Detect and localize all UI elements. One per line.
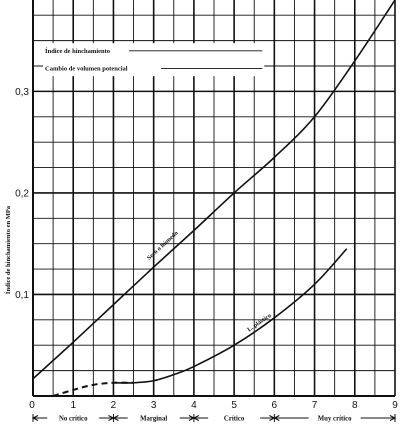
zone-label-bg	[127, 413, 180, 423]
x-tick-label: 0	[29, 400, 35, 411]
series-line	[113, 248, 348, 384]
y-axis-label: Índice de hinchamiento en MPa	[4, 205, 12, 294]
zone-arrow-left	[273, 415, 280, 421]
legend: Índice de hinchamiento Cambio de volumen …	[43, 43, 265, 77]
y-tick-label: 0,3	[15, 87, 29, 98]
x-tick-label: 7	[312, 400, 318, 411]
zone-arrow-left	[31, 415, 39, 421]
x-tick-label: 3	[151, 400, 157, 411]
legend-label: Índice de hinchamiento	[45, 47, 110, 55]
x-tick-label: 1	[70, 400, 76, 411]
zone-label: No crítico	[59, 416, 88, 423]
x-tick-label: 9	[392, 400, 398, 411]
zone-label: Marginal	[140, 416, 167, 423]
zone-label-bg	[208, 413, 261, 423]
legend-label: Cambio de volumen potencial	[45, 66, 128, 73]
series-label: Seco o húmedo	[146, 230, 180, 262]
x-tick-label: 6	[272, 400, 278, 411]
zone-label-bg	[308, 413, 361, 423]
x-tick-label: 8	[352, 400, 358, 411]
zone-label-bg	[47, 413, 100, 423]
series-line-dashed	[52, 381, 134, 397]
y-tick-label: 0,2	[15, 188, 29, 199]
x-tick-label: 2	[111, 400, 117, 411]
zone-arrow-left	[192, 415, 200, 421]
zone-label: Crítico	[224, 416, 245, 423]
criticality-zones: No crítico Marginal Crítico Muy crítico	[31, 413, 397, 423]
zone-arrow-left	[112, 415, 119, 421]
x-tick-label: 5	[231, 400, 237, 411]
axes: 0 1 2 3 4 5 6 7 8 9 0,1 0,2 0,3	[15, 0, 398, 411]
y-tick-label: 0,1	[15, 290, 29, 301]
series-line	[32, 0, 396, 380]
x-tick-label: 4	[191, 400, 197, 411]
zone-label: Muy crítico	[318, 416, 352, 423]
legend-box	[43, 43, 265, 77]
